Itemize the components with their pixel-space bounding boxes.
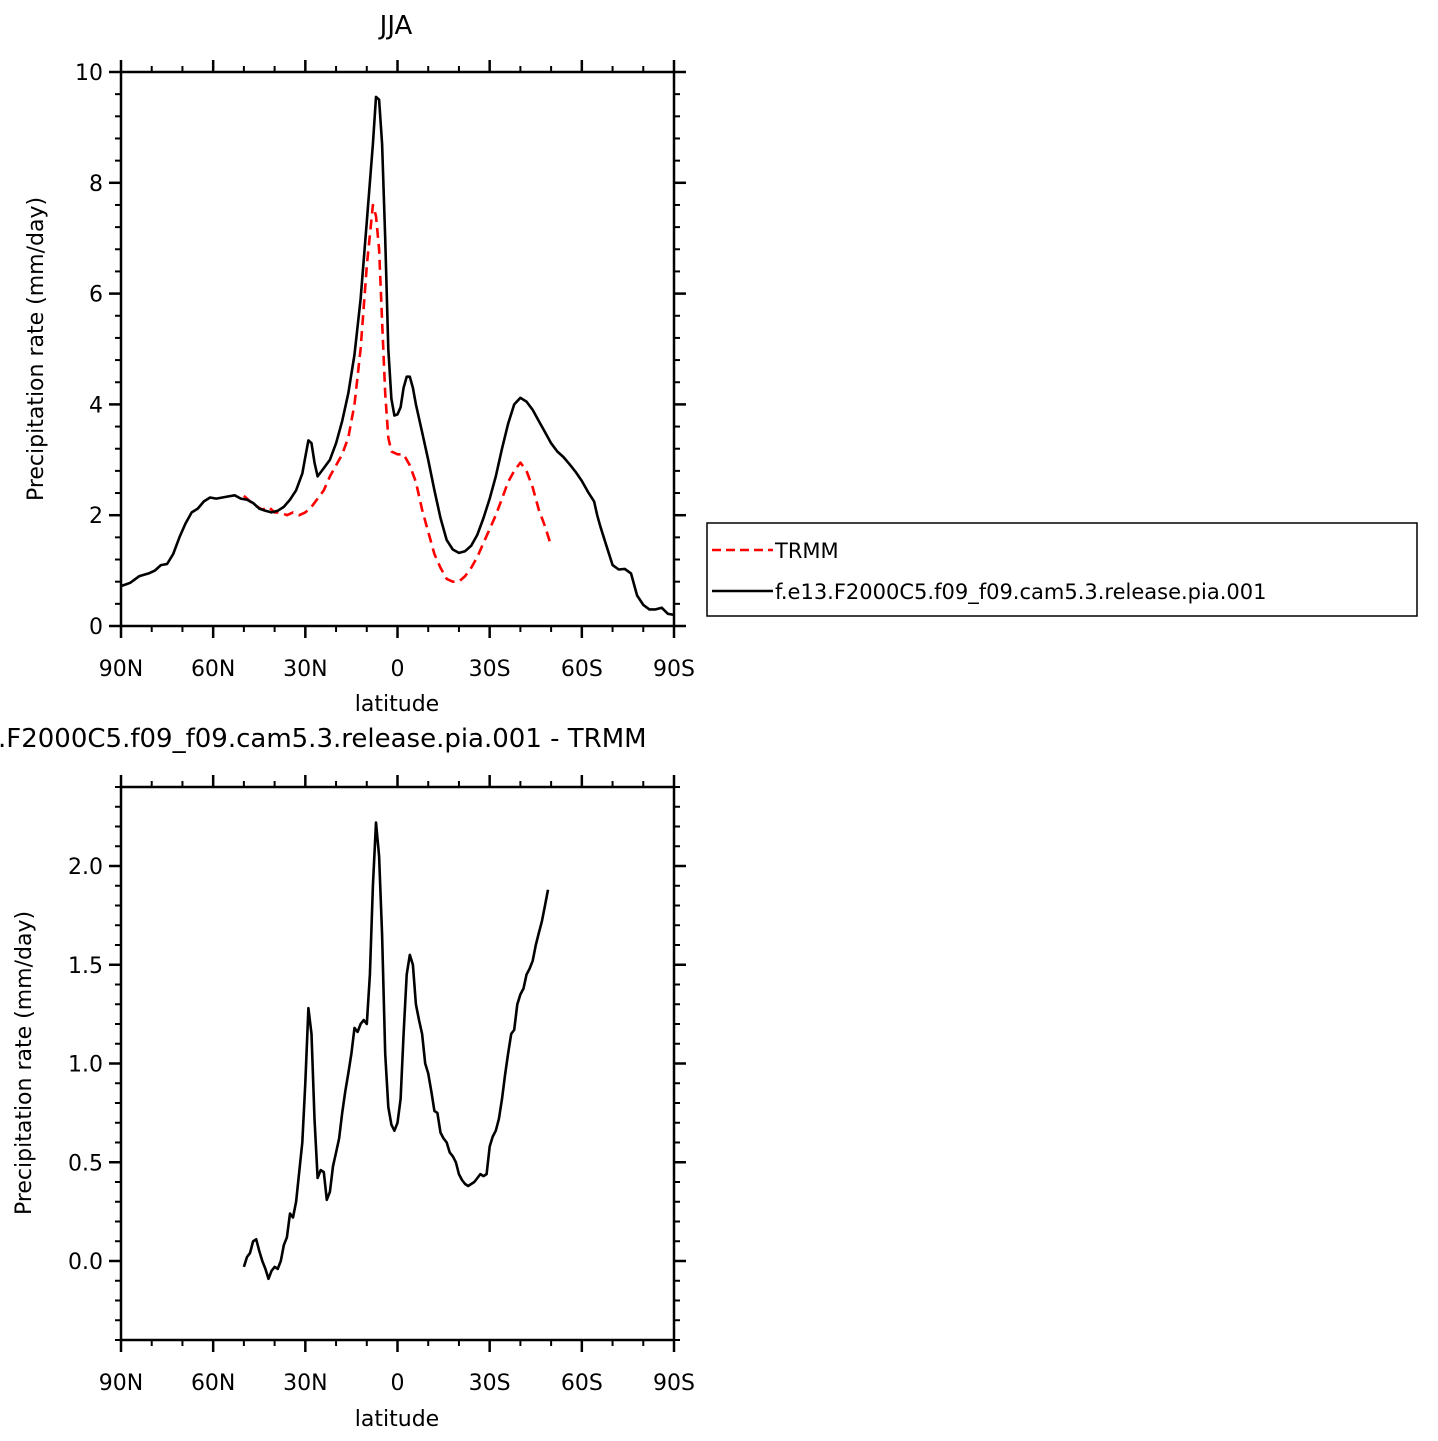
series-line-1 xyxy=(120,95,675,617)
x-tick-label: 0 xyxy=(391,657,405,682)
x-tick-label: 30S xyxy=(469,1371,511,1396)
chart-title: .F2000C5.f09_f09.cam5.3.release.pia.001 … xyxy=(0,724,647,754)
y-tick-label: 1.0 xyxy=(68,1053,103,1078)
legend-box xyxy=(706,522,1418,617)
legend-label-trmm: TRMM xyxy=(774,539,839,563)
x-axis-label: latitude xyxy=(355,692,439,717)
y-axis-label: Precipitation rate (mm/day) xyxy=(12,911,37,1215)
series-line-0 xyxy=(243,203,553,583)
x-axis-label: latitude xyxy=(355,1407,439,1432)
chart-title: JJA xyxy=(378,11,413,41)
y-tick-label: 4 xyxy=(89,393,103,418)
bottom-panel: .F2000C5.f09_f09.cam5.3.release.pia.001 … xyxy=(0,724,695,1432)
x-tick-label: 30N xyxy=(283,657,327,682)
plot-frame xyxy=(119,70,676,628)
x-tick-label: 60N xyxy=(191,657,235,682)
x-tick-label: 60S xyxy=(561,657,603,682)
y-tick-label: 1.5 xyxy=(68,954,103,979)
x-tick-label: 90N xyxy=(99,657,143,682)
x-tick-label: 60N xyxy=(191,1371,235,1396)
y-tick-label: 0.5 xyxy=(68,1151,103,1176)
x-tick-label: 90S xyxy=(653,657,695,682)
x-tick-label: 30N xyxy=(283,1371,327,1396)
y-axis-label: Precipitation rate (mm/day) xyxy=(24,197,49,501)
x-tick-label: 90S xyxy=(653,1371,695,1396)
x-tick-label: 90N xyxy=(99,1371,143,1396)
y-tick-label: 6 xyxy=(89,283,103,308)
series-line-0 xyxy=(242,821,550,1281)
legend-label-model: f.e13.F2000C5.f09_f09.cam5.3.release.pia… xyxy=(775,580,1266,605)
x-tick-label: 60S xyxy=(561,1371,603,1396)
y-tick-label: 2.0 xyxy=(68,855,103,880)
y-tick-label: 2 xyxy=(89,504,103,529)
y-tick-label: 0.0 xyxy=(68,1250,103,1275)
y-tick-label: 10 xyxy=(75,61,103,86)
y-tick-label: 8 xyxy=(89,172,103,197)
x-tick-label: 0 xyxy=(391,1371,405,1396)
x-tick-label: 30S xyxy=(469,657,511,682)
legend: TRMM f.e13.F2000C5.f09_f09.cam5.3.releas… xyxy=(706,522,1418,617)
plot-frame xyxy=(119,785,676,1342)
y-tick-label: 0 xyxy=(89,615,103,640)
